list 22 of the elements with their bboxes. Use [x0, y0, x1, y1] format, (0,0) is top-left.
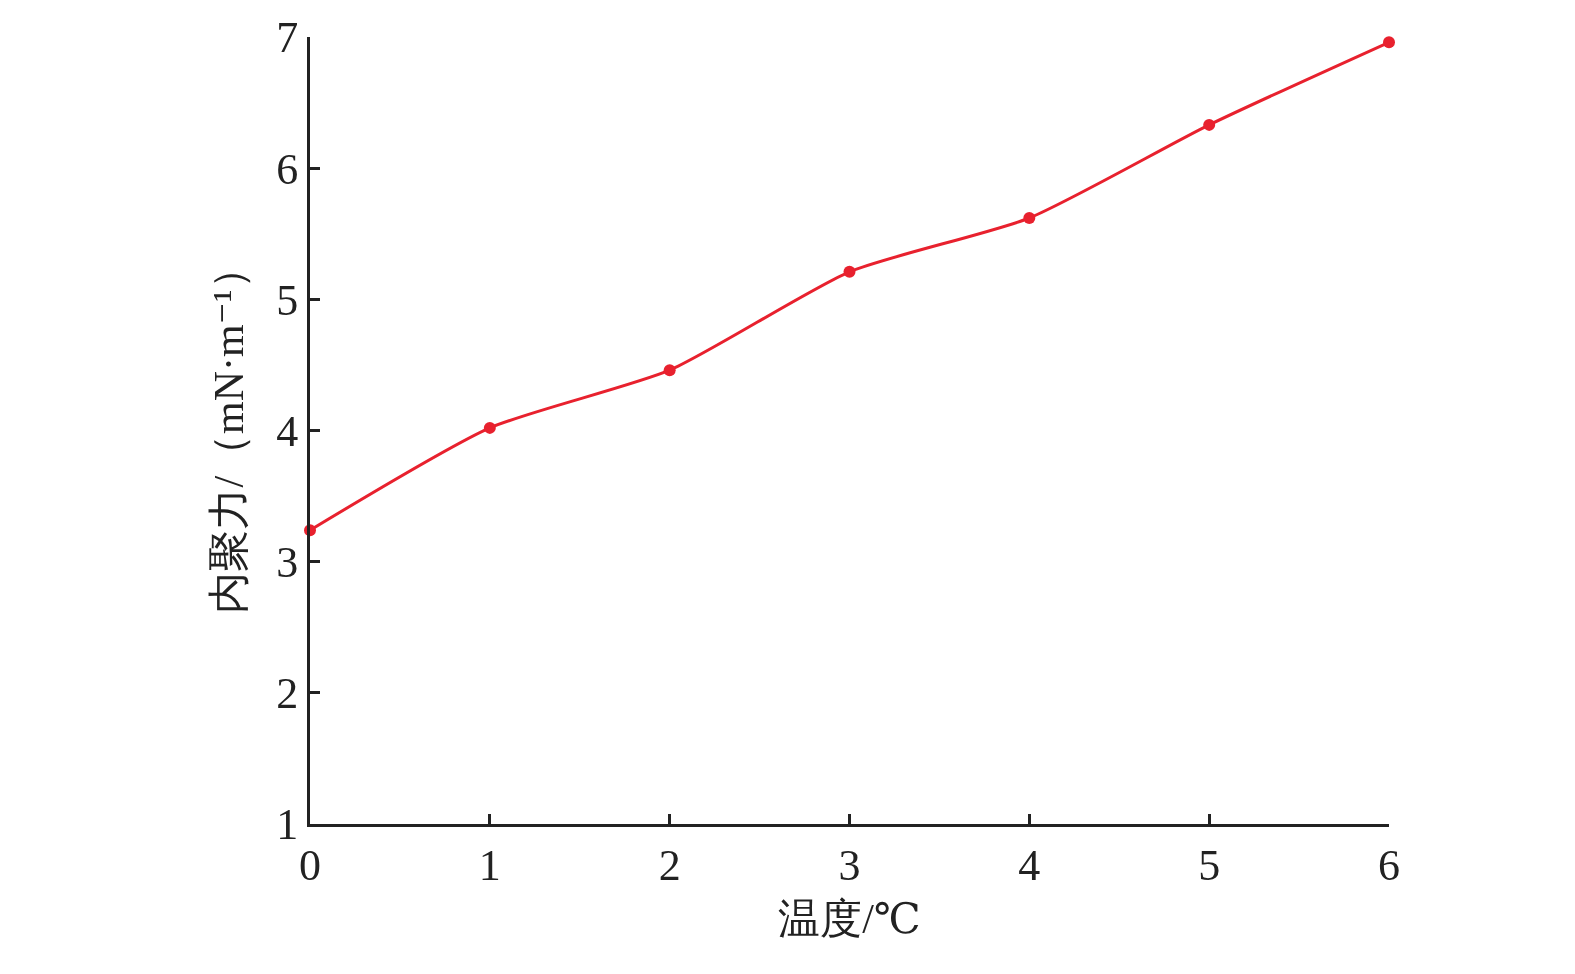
y-tick-label: 2	[276, 669, 299, 719]
point	[663, 364, 676, 377]
point	[1383, 36, 1395, 49]
point	[843, 265, 856, 278]
x-tick-label: 5	[1198, 840, 1221, 890]
point	[1023, 212, 1036, 224]
x-tick-label: 3	[838, 840, 861, 890]
x-tick-label: 0	[299, 840, 321, 890]
y-tick-label: 3	[276, 538, 299, 588]
y-tick-label: 6	[276, 144, 299, 194]
y-tick-label: 7	[276, 13, 299, 63]
x-axis-title: 温度/℃	[778, 895, 921, 942]
y-tick-label: 1	[276, 800, 299, 850]
y-tick-label: 5	[276, 275, 299, 325]
y-axis-title: 内聚力/（mN·m⁻¹）	[206, 247, 252, 614]
x-tick-label: 1	[478, 840, 501, 890]
point	[1203, 118, 1216, 131]
y-tick-label: 4	[276, 406, 299, 456]
point	[483, 421, 496, 434]
x-tick-label: 6	[1378, 840, 1400, 890]
x-tick-label: 4	[1018, 840, 1041, 890]
x-tick-label: 2	[658, 840, 681, 890]
